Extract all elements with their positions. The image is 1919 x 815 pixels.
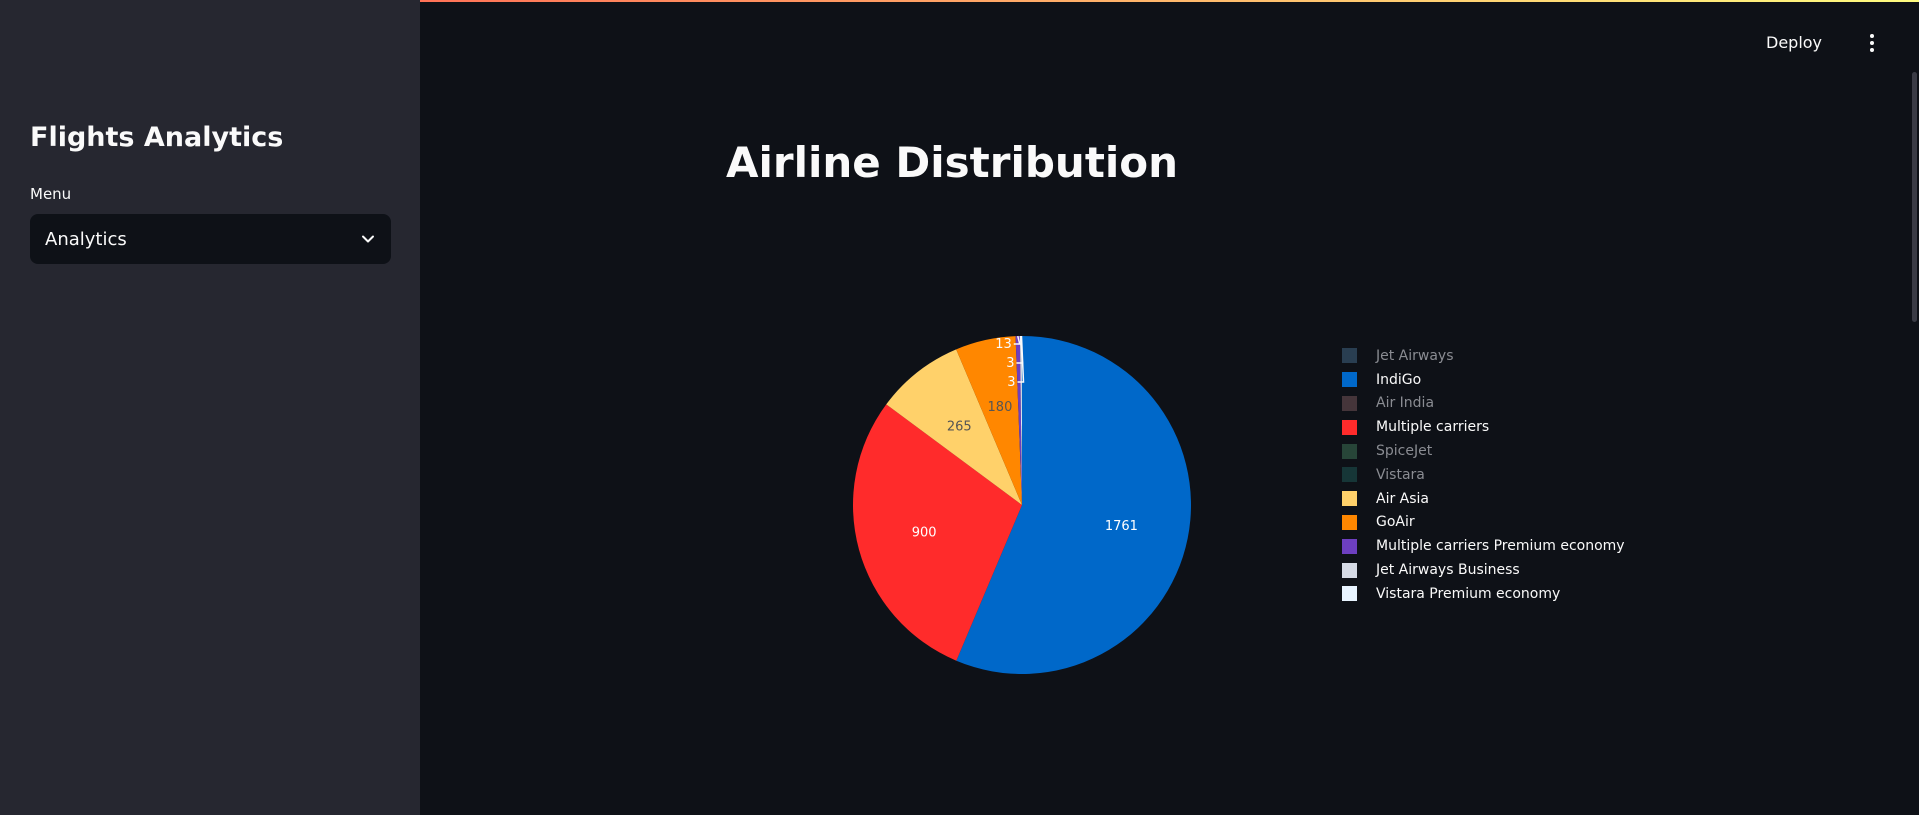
deploy-button[interactable]: Deploy <box>1766 33 1823 52</box>
pie-slice[interactable] <box>1015 336 1022 505</box>
legend-swatch <box>1342 562 1357 578</box>
legend-label: Air India <box>1376 395 1435 412</box>
pie-data-label: 1761 <box>1105 519 1138 534</box>
pie-leader-line <box>1017 335 1025 383</box>
legend-label: IndiGo <box>1376 371 1422 388</box>
pie-slice[interactable] <box>886 349 1022 505</box>
legend-item[interactable]: GoAir <box>1342 511 1662 535</box>
legend-item[interactable]: Air Asia <box>1342 487 1662 511</box>
legend-swatch <box>1342 395 1357 411</box>
top-decoration-line <box>0 0 1919 2</box>
legend-swatch <box>1342 348 1357 364</box>
pie-data-label: 3 <box>1007 375 1015 390</box>
pie-slice[interactable] <box>956 336 1022 505</box>
pie-slice[interactable] <box>1019 336 1022 505</box>
pie-chart: 1761 900 265 180 13 3 3 <box>853 335 1191 674</box>
main-menu-icon[interactable] <box>1862 32 1882 54</box>
legend-item[interactable]: Vistara <box>1342 463 1662 487</box>
pie-slice[interactable] <box>853 404 1022 661</box>
menu-select[interactable]: Analytics <box>30 214 391 264</box>
legend-swatch <box>1342 372 1357 388</box>
app-title: Flights Analytics <box>30 122 284 153</box>
chart-legend: Jet Airways IndiGo Air India Multiple carri… <box>1342 344 1662 606</box>
legend-swatch <box>1342 586 1357 602</box>
legend-label: GoAir <box>1376 514 1415 531</box>
pie-data-label: 13 <box>995 337 1012 352</box>
legend-label: Vistara Premium economy <box>1376 585 1561 602</box>
scrollbar[interactable] <box>1912 72 1917 322</box>
pie-data-label: 180 <box>988 400 1013 415</box>
menu-label: Menu <box>30 185 72 203</box>
legend-swatch <box>1342 538 1357 554</box>
pie-leader-line <box>1013 335 1021 345</box>
sidebar: Flights Analytics Menu Analytics <box>0 0 420 815</box>
legend-label: Jet Airways Business <box>1376 562 1520 579</box>
legend-item[interactable]: Jet Airways Business <box>1342 558 1662 582</box>
legend-item[interactable]: Air India <box>1342 392 1662 416</box>
legend-label: SpiceJet <box>1376 443 1433 460</box>
legend-swatch <box>1342 467 1357 483</box>
legend-swatch <box>1342 514 1357 530</box>
legend-label: Multiple carriers <box>1376 419 1490 436</box>
pie-data-label: 265 <box>947 419 972 434</box>
legend-label: Multiple carriers Premium economy <box>1376 538 1625 555</box>
legend-swatch <box>1342 443 1357 459</box>
pie-slice[interactable] <box>956 336 1191 674</box>
chevron-down-icon <box>361 232 375 246</box>
chart-title: Airline Distribution <box>726 138 1179 187</box>
legend-swatch <box>1342 491 1357 507</box>
pie-data-label: 900 <box>912 526 937 541</box>
legend-item[interactable]: IndiGo <box>1342 368 1662 392</box>
menu-select-value: Analytics <box>45 228 127 250</box>
legend-item[interactable]: Multiple carriers <box>1342 415 1662 439</box>
pie-slice[interactable] <box>1020 336 1022 505</box>
legend-swatch <box>1342 419 1357 435</box>
legend-label: Vistara <box>1376 466 1425 483</box>
pie-data-label: 3 <box>1006 356 1014 371</box>
legend-item[interactable]: Multiple carriers Premium economy <box>1342 534 1662 558</box>
legend-item[interactable]: SpiceJet <box>1342 439 1662 463</box>
legend-label: Jet Airways <box>1376 347 1454 364</box>
legend-item[interactable]: Vistara Premium economy <box>1342 582 1662 606</box>
legend-label: Air Asia <box>1376 490 1430 507</box>
legend-item[interactable]: Jet Airways <box>1342 344 1662 368</box>
